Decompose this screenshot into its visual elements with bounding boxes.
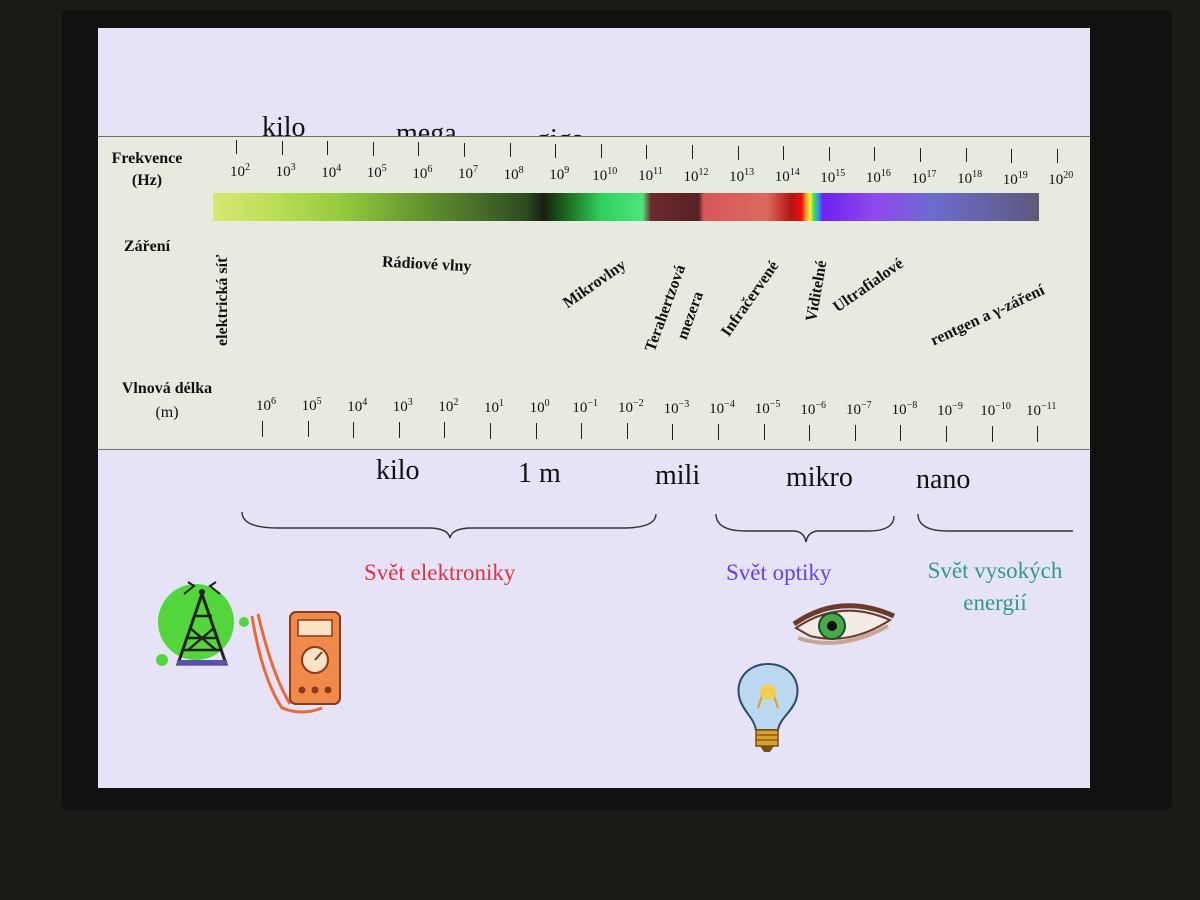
wavelength-tick-label: 10−11: [1026, 401, 1057, 420]
scale-kilo: kilo: [376, 455, 420, 486]
slide-screen: kilo mega giga tera peta exa Frekvence (…: [98, 28, 1090, 788]
frequency-tick: [327, 141, 329, 155]
frequency-tick: [1056, 149, 1058, 163]
scale-nano: nano: [916, 464, 971, 495]
wavelength-tick-label: 106: [256, 396, 276, 414]
spectrum-panel: [98, 136, 1090, 450]
wavelength-tick: [626, 423, 628, 440]
wavelength-tick-label: 10−6: [800, 399, 827, 418]
electronics-world-label: Svět elektroniky: [364, 560, 516, 585]
wavelength-tick-label: 10−2: [617, 398, 644, 417]
wavelength-tick-label: 10−10: [980, 400, 1011, 419]
frequency-tick: [920, 147, 921, 162]
wavelength-tick: [672, 423, 674, 440]
radiation-label: Záření: [123, 238, 171, 255]
frequency-tick: [509, 143, 511, 157]
optics-world-label: Svět optiky: [726, 560, 832, 585]
frequency-tick-label: 105: [366, 163, 387, 182]
wavelength-tick: [809, 424, 811, 441]
wavelength-tick: [353, 421, 355, 438]
frequency-tick-label: 1019: [1002, 169, 1028, 188]
frequency-tick: [874, 147, 876, 161]
wavelength-tick: [581, 423, 583, 440]
wavelength-tick-label: 10−9: [937, 400, 963, 419]
frequency-tick-label: 107: [458, 164, 478, 183]
light-bulb-icon: [737, 662, 799, 752]
frequency-tick: [828, 146, 830, 161]
frequency-tick-label: 1013: [729, 166, 755, 185]
wavelength-tick: [991, 425, 993, 442]
frequency-tick-label: 1014: [774, 167, 800, 186]
wavelength-tick: [307, 421, 309, 438]
frequency-unit: (Hz): [131, 172, 163, 189]
frequency-tick: [783, 146, 785, 160]
frequency-tick: [555, 143, 557, 158]
wavelength-tick-label: 10−1: [572, 398, 599, 417]
wavelength-tick: [718, 424, 719, 440]
frequency-tick-label: 102: [230, 162, 250, 180]
frequency-tick-label: 1020: [1048, 170, 1074, 189]
wavelength-tick: [490, 422, 491, 439]
wavelength-tick: [763, 424, 765, 441]
frequency-tick-label: 1011: [638, 166, 663, 185]
frequency-tick: [372, 141, 374, 156]
frequency-tick-label: 1018: [957, 169, 983, 188]
wavelength-tick: [1037, 426, 1039, 443]
wavelength-tick: [398, 421, 400, 438]
scale-one-meter: 1 m: [518, 458, 561, 489]
radio-tower-icon: [156, 581, 249, 666]
spectrum-bar: [213, 193, 1039, 221]
frequency-tick-label: 104: [321, 162, 342, 181]
frequency-tick: [281, 140, 283, 155]
frequency-tick-label: 106: [412, 163, 433, 182]
frequency-tick: [646, 144, 648, 159]
wavelength-tick-label: 10−4: [709, 399, 735, 417]
wavelength-tick-label: 10−7: [845, 399, 872, 418]
frequency-tick-label: 103: [275, 162, 296, 181]
eye-icon: [792, 603, 896, 645]
wavelength-tick: [535, 422, 537, 439]
frequency-tick: [965, 148, 967, 162]
frequency-tick-label: 1015: [820, 167, 846, 186]
frequency-tick: [600, 144, 602, 158]
frequency-tick-label: 1017: [911, 168, 937, 187]
wavelength-label: Vlnová délka: [121, 380, 213, 397]
wavelength-tick: [444, 422, 446, 439]
wavelength-tick-label: 104: [347, 396, 368, 415]
wavelength-tick-label: 101: [484, 397, 504, 416]
frequency-tick: [737, 145, 739, 160]
wavelength-tick-label: 10−8: [891, 400, 918, 419]
frequency-tick-label: 1012: [683, 166, 709, 185]
frequency-tick-label: 109: [549, 165, 570, 184]
frequency-tick: [418, 142, 420, 156]
scale-mili: mili: [655, 460, 701, 491]
wavelength-tick-label: 10−5: [754, 399, 781, 418]
frequency-label: Frekvence: [111, 150, 183, 167]
wavelength-tick: [946, 425, 947, 442]
wavelength-unit: (m): [155, 404, 179, 421]
frequency-tick: [692, 145, 693, 159]
wavelength-tick-label: 105: [301, 396, 322, 415]
wavelength-tick-label: 103: [392, 396, 413, 415]
scale-mikro: mikro: [786, 462, 853, 493]
frequency-tick: [236, 140, 237, 154]
frequency-tick-label: 1016: [865, 168, 891, 187]
frequency-tick-label: 108: [503, 164, 524, 183]
wavelength-tick: [854, 424, 856, 441]
frequency-tick: [1011, 148, 1013, 163]
wavelength-tick-label: 102: [438, 397, 459, 416]
wavelength-tick: [900, 425, 902, 442]
high-energy-world-label-1: Svět vysokých: [927, 558, 1063, 583]
wavelength-tick: [262, 421, 263, 437]
high-energy-world-label-2: energií: [963, 590, 1027, 615]
multimeter-icon: [250, 611, 341, 714]
wavelength-tick-label: 100: [529, 397, 550, 416]
frequency-tick-label: 1010: [592, 165, 618, 184]
region-braces: [241, 511, 1073, 543]
wavelength-tick-label: 10−3: [663, 398, 690, 417]
frequency-tick: [464, 142, 465, 157]
